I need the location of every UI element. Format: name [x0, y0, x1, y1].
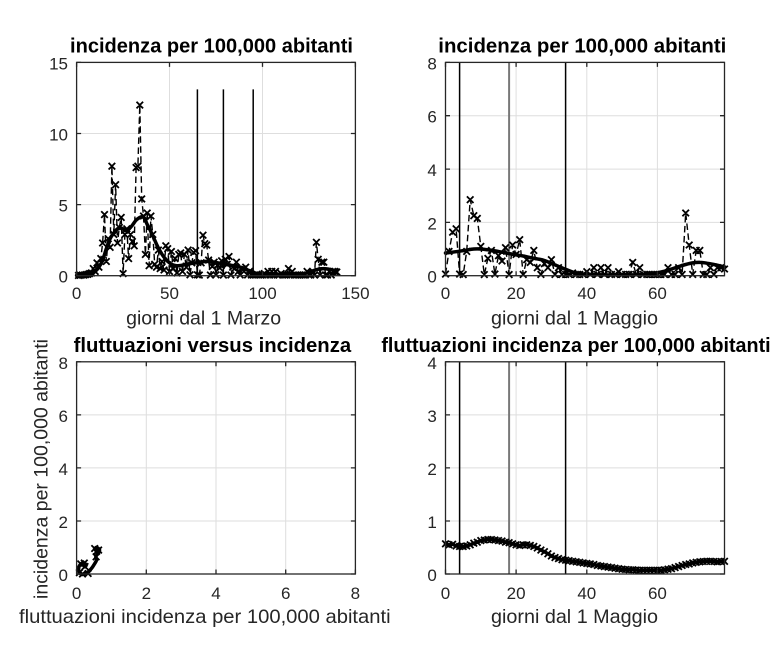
- svg-text:0: 0: [427, 268, 436, 287]
- svg-text:100: 100: [248, 284, 276, 303]
- svg-text:15: 15: [49, 54, 68, 73]
- svg-text:40: 40: [577, 584, 596, 603]
- svg-text:5: 5: [59, 197, 68, 216]
- svg-text:0: 0: [72, 584, 81, 603]
- svg-text:8: 8: [427, 54, 436, 73]
- svg-text:4: 4: [427, 161, 436, 180]
- svg-text:10: 10: [49, 126, 68, 145]
- svg-text:fluttuazioni incidenza per 100: fluttuazioni incidenza per 100,000 abita…: [381, 335, 770, 357]
- svg-text:4: 4: [211, 584, 220, 603]
- svg-text:2: 2: [59, 513, 68, 532]
- svg-text:20: 20: [507, 584, 526, 603]
- svg-text:giorni dal 1 Maggio: giorni dal 1 Maggio: [491, 308, 658, 330]
- svg-text:40: 40: [577, 284, 596, 303]
- svg-text:8: 8: [59, 354, 68, 373]
- svg-text:6: 6: [59, 407, 68, 426]
- svg-text:0: 0: [441, 584, 450, 603]
- svg-text:incidenza per 100,000 abitanti: incidenza per 100,000 abitanti: [438, 35, 726, 57]
- svg-text:0: 0: [72, 284, 81, 303]
- svg-text:4: 4: [427, 354, 436, 373]
- svg-text:3: 3: [427, 407, 436, 426]
- svg-text:0: 0: [59, 268, 68, 287]
- svg-text:giorni dal 1 Marzo: giorni dal 1 Marzo: [126, 308, 281, 330]
- svg-text:incidenza per 100,000 abitanti: incidenza per 100,000 abitanti: [70, 35, 353, 57]
- svg-text:1: 1: [427, 513, 436, 532]
- svg-text:20: 20: [507, 284, 526, 303]
- svg-text:0: 0: [59, 566, 68, 585]
- svg-text:0: 0: [427, 566, 436, 585]
- svg-text:2: 2: [427, 460, 436, 479]
- svg-text:fluttuazioni versus incidenza: fluttuazioni versus incidenza: [74, 335, 352, 357]
- svg-text:8: 8: [351, 584, 360, 603]
- svg-text:50: 50: [160, 284, 179, 303]
- svg-text:0: 0: [441, 284, 450, 303]
- svg-text:4: 4: [59, 460, 68, 479]
- svg-text:60: 60: [648, 284, 667, 303]
- svg-text:150: 150: [341, 284, 369, 303]
- svg-text:2: 2: [142, 584, 151, 603]
- svg-text:giorni dal 1 Maggio: giorni dal 1 Maggio: [491, 606, 658, 628]
- svg-text:6: 6: [427, 108, 436, 127]
- svg-text:60: 60: [648, 584, 667, 603]
- svg-text:incidenza per 100,000 abitanti: incidenza per 100,000 abitanti: [30, 339, 52, 599]
- svg-text:fluttuazioni incidenza per 100: fluttuazioni incidenza per 100,000 abita…: [19, 606, 391, 628]
- svg-text:6: 6: [281, 584, 290, 603]
- svg-text:2: 2: [427, 214, 436, 233]
